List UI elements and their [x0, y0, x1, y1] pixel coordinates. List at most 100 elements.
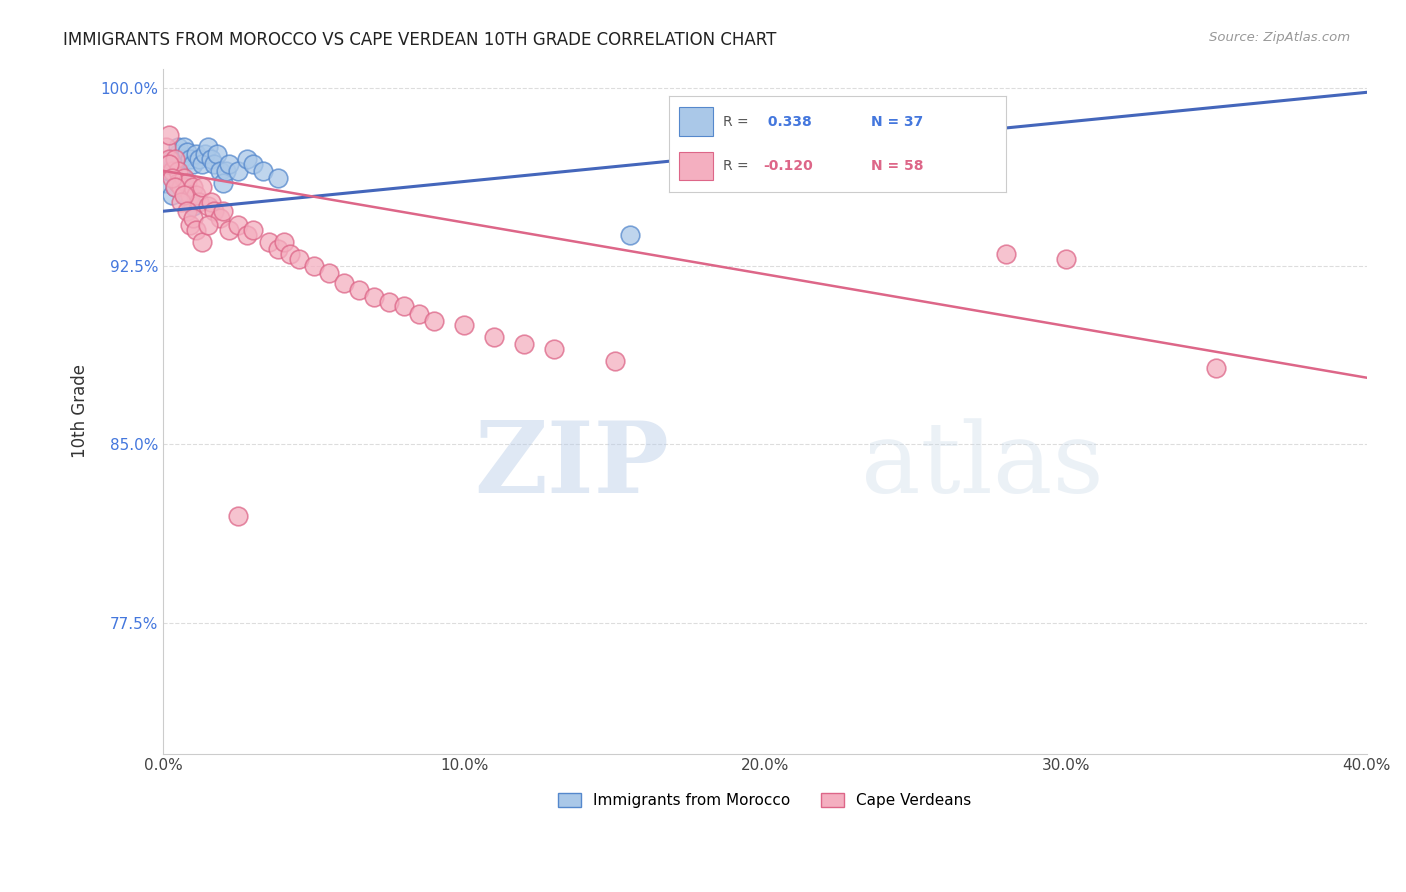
Point [236, 152, 259, 166]
Point [176, 187, 198, 202]
Point [173, 187, 195, 202]
Text: IMMIGRANTS FROM MOROCCO VS CAPE VERDEAN 10TH GRADE CORRELATION CHART: IMMIGRANTS FROM MOROCCO VS CAPE VERDEAN … [63, 31, 776, 49]
Point [215, 163, 238, 178]
Point [209, 163, 232, 178]
Point [167, 147, 190, 161]
Point [179, 187, 201, 202]
Point [202, 156, 225, 170]
Point [181, 180, 204, 194]
Text: atlas: atlas [862, 418, 1104, 514]
Point [186, 223, 208, 237]
Point [212, 176, 235, 190]
Point [181, 156, 204, 170]
Point [228, 219, 250, 233]
Point [186, 147, 208, 161]
Point [176, 176, 198, 190]
Point [363, 290, 385, 304]
Point [278, 247, 301, 261]
Point [162, 163, 184, 178]
Point [155, 140, 177, 154]
Point [332, 276, 354, 290]
Point [173, 180, 195, 194]
Point [173, 140, 195, 154]
Point [200, 194, 222, 209]
Point [167, 176, 190, 190]
Point [453, 318, 475, 333]
Point [287, 252, 309, 266]
Point [994, 247, 1017, 261]
Text: ZIP: ZIP [474, 417, 669, 515]
Point [619, 227, 641, 242]
Point [181, 199, 204, 213]
Point [165, 180, 187, 194]
Point [242, 223, 264, 237]
Point [408, 306, 430, 320]
Point [167, 176, 190, 190]
Point [207, 147, 229, 161]
Point [170, 180, 193, 194]
Point [423, 313, 446, 327]
Point [165, 156, 187, 170]
Point [273, 235, 295, 249]
Point [266, 170, 288, 185]
Point [228, 163, 250, 178]
Point [318, 266, 340, 280]
Point [482, 330, 505, 344]
Point [179, 219, 201, 233]
Legend: Immigrants from Morocco, Cape Verdeans: Immigrants from Morocco, Cape Verdeans [553, 787, 977, 814]
Point [202, 204, 225, 219]
Point [186, 187, 208, 202]
Point [176, 145, 198, 159]
Point [191, 235, 214, 249]
Point [165, 180, 187, 194]
Point [162, 187, 184, 202]
Point [179, 152, 201, 166]
Point [162, 152, 184, 166]
Point [157, 128, 180, 142]
Point [242, 156, 264, 170]
Point [167, 140, 190, 154]
Text: Source: ZipAtlas.com: Source: ZipAtlas.com [1209, 31, 1350, 45]
Point [209, 211, 232, 226]
Point [188, 194, 211, 209]
Point [173, 170, 195, 185]
Point [197, 140, 219, 154]
Point [170, 169, 193, 183]
Point [157, 152, 180, 166]
Point [302, 259, 325, 273]
Point [257, 235, 280, 249]
Point [392, 299, 415, 313]
Point [347, 283, 370, 297]
Point [155, 176, 177, 190]
Point [266, 242, 288, 256]
Point [170, 152, 193, 166]
Point [197, 219, 219, 233]
Point [188, 152, 211, 166]
Point [378, 294, 401, 309]
Point [252, 163, 274, 178]
Point [236, 227, 259, 242]
Point [228, 508, 250, 523]
Point [157, 156, 180, 170]
Point [218, 223, 240, 237]
Point [603, 354, 626, 368]
Point [194, 147, 217, 161]
Point [162, 170, 184, 185]
Y-axis label: 10th Grade: 10th Grade [72, 364, 89, 458]
Point [197, 199, 219, 213]
Point [212, 204, 235, 219]
Point [176, 204, 198, 219]
Point [513, 337, 536, 351]
Point [200, 152, 222, 166]
Point [157, 163, 180, 178]
Point [181, 211, 204, 226]
Point [179, 194, 201, 209]
Point [1054, 252, 1077, 266]
Point [543, 342, 565, 356]
Point [1205, 361, 1227, 376]
Point [191, 156, 214, 170]
Point [165, 152, 187, 166]
Point [170, 194, 193, 209]
Point [191, 180, 214, 194]
Point [218, 156, 240, 170]
